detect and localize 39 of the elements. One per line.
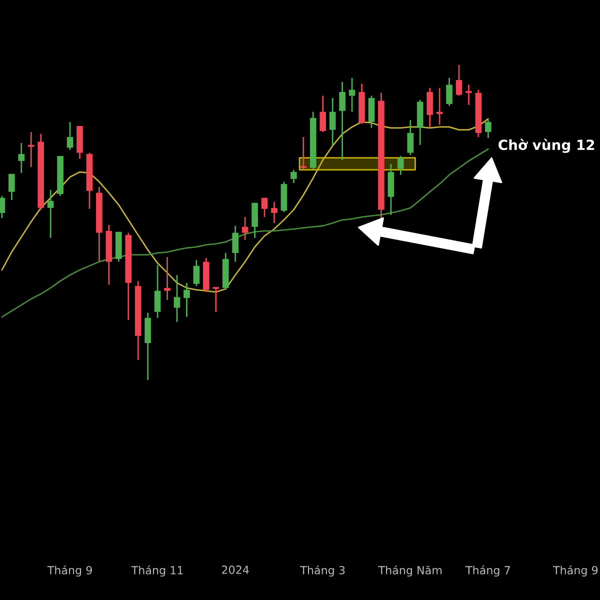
candlestick	[300, 136, 307, 170]
x-tick-label: Tháng 7	[465, 565, 510, 577]
annotation: Chờ vùng 12	[498, 138, 594, 153]
candlestick	[252, 202, 258, 239]
candlestick	[232, 225, 238, 262]
candlestick	[271, 201, 278, 224]
candlestick	[329, 97, 336, 147]
candlestick	[426, 87, 433, 128]
candlestick	[66, 121, 74, 151]
candlestick	[8, 173, 15, 201]
candlestick	[320, 95, 326, 133]
candlestick	[18, 142, 25, 174]
x-tick-label: Tháng 3	[300, 565, 345, 577]
candlestick	[154, 264, 161, 319]
candlestick	[184, 282, 190, 318]
x-tick-label: Tháng 9	[552, 565, 598, 577]
candlestick	[407, 119, 414, 156]
candlestick	[164, 256, 170, 301]
candlestick	[466, 84, 472, 106]
candlestick	[174, 274, 180, 323]
candlestick	[212, 286, 220, 313]
x-tick-label: Tháng 11	[131, 565, 183, 577]
candlestick	[456, 64, 462, 96]
candlestick	[0, 195, 6, 219]
candlestick	[485, 119, 492, 139]
candlestick	[261, 197, 268, 218]
candlestick	[446, 77, 452, 107]
candlestick	[348, 77, 356, 113]
x-tick-label: Tháng Năm	[378, 565, 442, 577]
candlestick	[290, 169, 297, 184]
candlestick	[368, 95, 375, 129]
x-tick-label: Tháng 9	[47, 565, 92, 577]
candlestick	[397, 155, 404, 176]
candlestick	[242, 216, 248, 241]
candlestick	[47, 189, 54, 239]
candlestick	[339, 81, 346, 161]
candlestick	[193, 259, 200, 287]
candlestick	[28, 131, 34, 168]
x-tick-label: 2024	[222, 566, 249, 574]
